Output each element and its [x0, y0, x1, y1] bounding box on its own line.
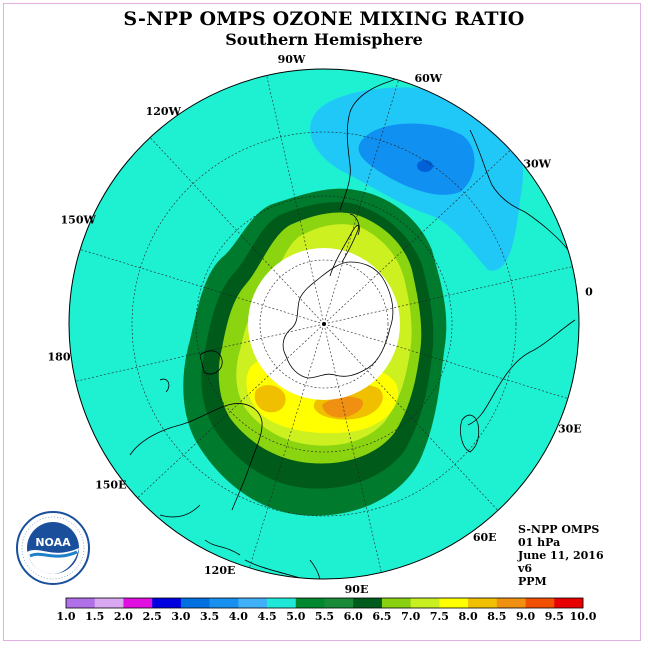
color-bar-swatch: [468, 598, 498, 608]
color-bar-tick-label: 5.0: [286, 610, 305, 623]
meridian-line: [323, 323, 499, 511]
color-bar-border: [65, 597, 584, 609]
color-bar-swatch: [238, 598, 268, 608]
noaa-logo-icon: NOAA: [16, 511, 90, 585]
longitude-label: 0: [585, 286, 593, 299]
longitude-label: 90W: [278, 53, 306, 66]
antarctic-peninsula: [329, 224, 359, 277]
meridian-line: [323, 323, 382, 573]
color-bar-swatch: [525, 598, 555, 608]
color-bar-tick-label: 9.5: [545, 610, 564, 623]
longitude-label: 120W: [146, 105, 182, 118]
color-bar-tick-label: 4.5: [258, 610, 277, 623]
longitude-label: 30W: [523, 157, 551, 170]
color-bar-tick-label: 3.5: [200, 610, 219, 623]
indonesia-outline: [204, 539, 321, 579]
color-bar-tick-label: 7.0: [401, 610, 420, 623]
new-zealand-outline: [159, 350, 223, 393]
south-pole-dot: [322, 322, 326, 326]
color-bar-swatch: [295, 598, 325, 608]
meridian-line: [266, 75, 325, 325]
latitude-circle-2: [195, 195, 453, 453]
meridian-line: [323, 80, 399, 325]
contour-3-5: [358, 123, 475, 195]
color-bar-swatch: [180, 598, 210, 608]
color-bar-labels: 1.0 1.5 2.0 2.5 3.0 3.5 4.0 4.5 5.0 5.5 6.0 6.5 7.0 7…: [56, 610, 596, 623]
antarctica-outline: [282, 261, 394, 379]
info-block: S-NPP OMPS 01 hPa June 11, 2016 v6 PPM: [518, 523, 604, 588]
longitude-label: 30E: [558, 422, 582, 435]
image-frame: [3, 3, 641, 641]
meridian-line: [75, 323, 325, 382]
color-bar: [65, 597, 584, 609]
color-bar-swatch: [267, 598, 297, 608]
color-bar-swatch: [353, 598, 383, 608]
madagascar-outline: [460, 414, 480, 453]
color-bar-tick-label: 8.5: [487, 610, 506, 623]
longitude-labels: 90W 60W 30W 0 30E 60E 90E 120E 150E 180 150W 120W: [48, 53, 594, 596]
graticule: [75, 75, 573, 573]
meridian-line: [80, 249, 325, 325]
color-bar-tick-label: 3.0: [171, 610, 190, 623]
longitude-label: 180: [48, 351, 71, 364]
color-bar-swatch: [152, 598, 182, 608]
info-version: v6: [518, 562, 533, 575]
color-bar-swatch: [209, 598, 239, 608]
color-bar-swatch: [66, 598, 96, 608]
color-bar-swatch: [381, 598, 411, 608]
meridians: [75, 75, 573, 573]
info-units: PPM: [518, 575, 547, 588]
longitude-label: 150W: [61, 214, 97, 227]
logo-text: NOAA: [35, 536, 71, 549]
longitude-label: 60E: [473, 531, 497, 544]
ozone-field: [69, 69, 579, 579]
contour-3-0: [417, 160, 433, 172]
color-bar-swatch: [554, 598, 584, 608]
map-title: S-NPP OMPS OZONE MIXING RATIO: [123, 8, 525, 30]
color-bar-tick-label: 2.5: [143, 610, 162, 623]
meridian-line: [137, 323, 325, 499]
map-boundary: [68, 68, 580, 580]
longitude-label: 120E: [204, 564, 235, 577]
meridian-line: [149, 137, 325, 325]
longitude-label: 150E: [95, 479, 126, 492]
color-bar-swatch: [439, 598, 469, 608]
longitude-label: 60W: [414, 72, 442, 85]
map-subtitle: Southern Hemisphere: [225, 30, 423, 49]
color-bar-tick-label: 2.0: [114, 610, 133, 623]
meridian-line: [323, 266, 573, 325]
color-bar-tick-label: 1.5: [85, 610, 104, 623]
color-bar-swatch: [123, 598, 153, 608]
color-bar-tick-label: 8.0: [459, 610, 478, 623]
meridian-line: [323, 149, 511, 325]
contour-8-5: [322, 396, 364, 418]
color-bar-tick-label: 1.0: [56, 610, 75, 623]
color-bar-swatch: [94, 598, 124, 608]
color-bar-tick-label: 9.0: [516, 610, 535, 623]
latitude-circle-1: [259, 259, 389, 389]
color-bar-tick-label: 6.5: [372, 610, 391, 623]
info-date: June 11, 2016: [518, 549, 604, 562]
color-bar-tick-label: 6.0: [344, 610, 363, 623]
meridian-line: [323, 323, 568, 399]
color-bar-tick-label: 5.5: [315, 610, 334, 623]
longitude-label: 90E: [345, 583, 369, 596]
color-bar-swatch: [324, 598, 354, 608]
info-instrument: S-NPP OMPS: [518, 523, 600, 536]
color-bar-swatch: [410, 598, 440, 608]
color-bar-tick-label: 7.5: [430, 610, 449, 623]
latitude-circle-3: [131, 131, 517, 517]
australia-outline: [129, 403, 263, 518]
contour-8-0-a: [254, 385, 286, 413]
info-level: 01 hPa: [518, 536, 561, 549]
color-bar-tick-label: 10.0: [570, 610, 597, 623]
color-bar-tick-label: 4.0: [229, 610, 248, 623]
color-bar-swatch: [496, 598, 526, 608]
meridian-line: [249, 323, 325, 568]
